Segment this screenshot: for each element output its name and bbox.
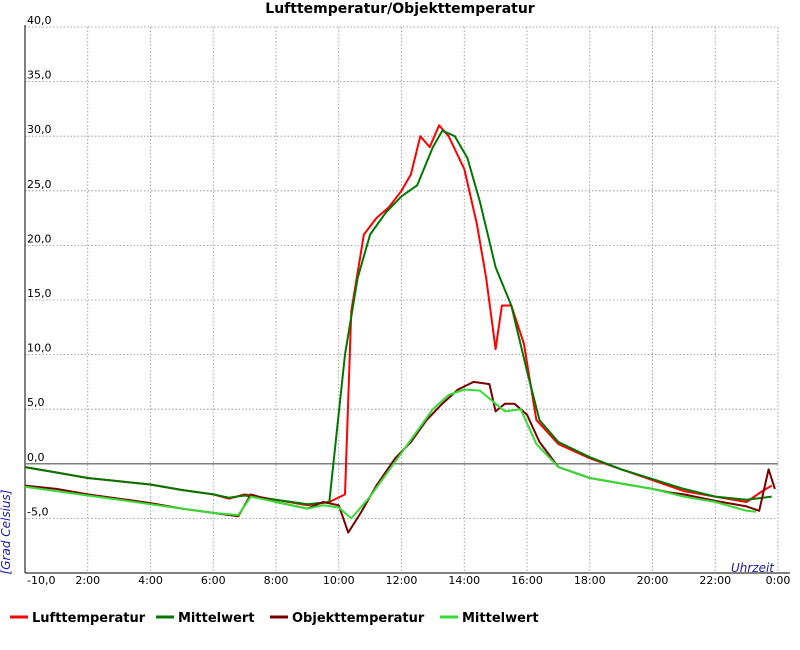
legend-label-3: Mittelwert [462, 611, 539, 626]
x-tick-label: 0:00 [766, 574, 791, 587]
x-tick-label: 2:00 [75, 574, 100, 587]
y-tick-label: 35,0 [27, 69, 52, 82]
y-tick-label: 15,0 [27, 287, 52, 300]
legend-label-1: Mittelwert [178, 611, 255, 626]
y-tick-label: -5,0 [27, 505, 48, 518]
y-tick-label: 0,0 [27, 451, 45, 464]
y-axis-label: [Grad Celsius] [0, 489, 13, 574]
x-axis-label: Uhrzeit [731, 561, 775, 575]
x-tick-label: 16:00 [511, 574, 543, 587]
y-tick-label: 10,0 [27, 342, 52, 355]
series-line-1 [24, 129, 772, 506]
x-tick-label: 8:00 [264, 574, 289, 587]
legend-label-2: Objekttemperatur [292, 611, 425, 626]
y-tick-label-min: -10,0 [27, 574, 55, 587]
x-tick-label: 22:00 [699, 574, 731, 587]
tick-labels: -5,0 0,0 5,0 10,0 15,0 20,0 25,0 30,0 35,0 40,0 -1… [27, 14, 790, 587]
chart-title: Lufttemperatur/Objekttemperatur [265, 1, 535, 17]
y-tick-label: 40,0 [27, 14, 52, 27]
series-line-3 [24, 388, 757, 520]
x-tick-label: 4:00 [138, 574, 163, 587]
y-tick-label: 20,0 [27, 232, 52, 245]
x-tick-label: 14:00 [448, 574, 480, 587]
x-tick-label: 18:00 [574, 574, 606, 587]
legend-label-0: Lufttemperatur [32, 611, 146, 626]
y-tick-label: 30,0 [27, 123, 52, 136]
x-tick-label: 10:00 [323, 574, 355, 587]
legend: Lufttemperatur Mittelwert Objekttemperatur… [10, 611, 539, 626]
y-tick-label: 25,0 [27, 178, 52, 191]
y-tick-label: 5,0 [27, 396, 45, 409]
x-tick-label: 6:00 [201, 574, 226, 587]
x-tick-label: 12:00 [386, 574, 418, 587]
series-lines [24, 124, 776, 534]
axes [24, 25, 790, 574]
x-tick-label: 20:00 [637, 574, 669, 587]
